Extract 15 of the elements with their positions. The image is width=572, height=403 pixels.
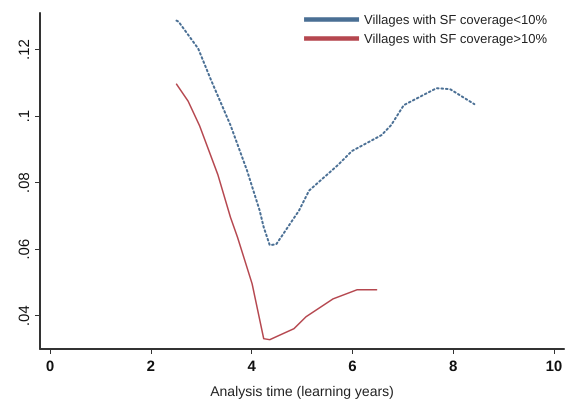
y-tick-label: .08 — [16, 172, 33, 194]
legend-label: Villages with SF coverage>10% — [364, 31, 548, 46]
x-tick-label: 4 — [247, 358, 256, 375]
x-tick-label: 10 — [546, 358, 562, 375]
y-tick-label: .04 — [16, 305, 33, 326]
legend-label: Villages with SF coverage<10% — [364, 12, 548, 27]
y-tick-label: .12 — [16, 39, 33, 60]
x-axis-title: Analysis time (learning years) — [210, 383, 394, 399]
x-tick-label: 0 — [46, 358, 54, 375]
x-tick-label: 8 — [448, 358, 458, 375]
y-tick-label: .1 — [16, 110, 33, 122]
line-series — [176, 83, 378, 340]
x-tick-label: 2 — [146, 358, 156, 375]
y-tick-label: .06 — [16, 238, 33, 260]
x-tick-label: 6 — [348, 358, 357, 375]
